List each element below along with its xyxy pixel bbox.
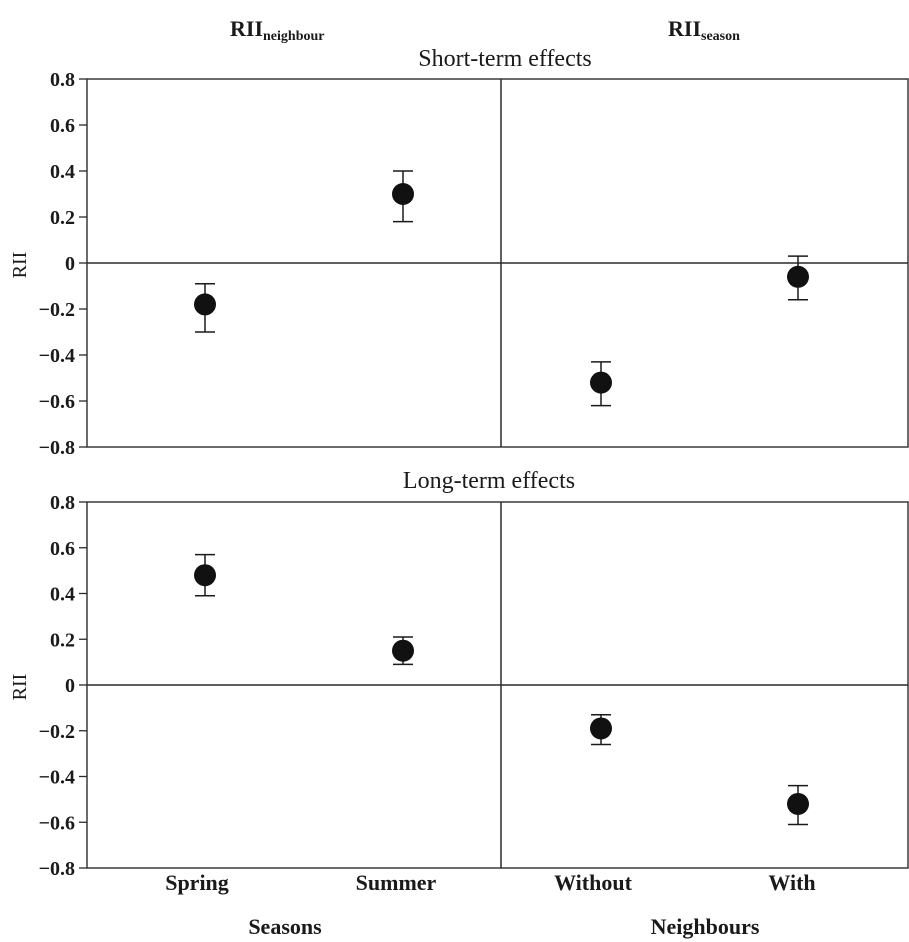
point-marker [392,183,414,205]
y-tick-label: −0.8 [39,437,75,459]
data-point-spring [194,553,216,597]
y-tick-label: −0.8 [39,858,75,880]
y-tick-label: 0.6 [50,538,75,560]
y-ticks-top: 0.8 0.6 0.4 0.2 0 −0.2 −0.4 −0.6 −0.8 [39,69,87,459]
data-point-without [590,713,612,746]
y-tick-label: −0.4 [39,345,75,367]
y-tick-label: 0.4 [50,584,75,606]
y-tick-label: −0.6 [39,812,75,834]
y-tick-label: 0 [65,253,75,275]
x-axis-title-seasons: Seasons [248,914,322,939]
data-point-with [787,784,809,826]
y-tick-label: 0.2 [50,207,75,229]
y-tick-label: −0.2 [39,299,75,321]
data-point-summer [392,170,414,223]
data-point-with [787,255,809,301]
x-label-without: Without [554,870,633,895]
y-tick-label: 0.2 [50,629,75,651]
x-label-spring: Spring [165,870,229,895]
header-right: RIIseason [668,16,740,44]
point-marker [787,265,809,288]
y-ticks-bottom: 0.8 0.6 0.4 0.2 0 −0.2 −0.4 −0.6 −0.8 [39,492,87,880]
point-marker [590,717,612,740]
point-marker [787,792,809,815]
y-tick-label: 0.4 [50,161,75,183]
y-tick-label: −0.4 [39,767,75,789]
point-marker [392,639,414,662]
y-tick-label: 0 [65,675,75,697]
data-points [194,170,809,826]
y-tick-label: −0.2 [39,721,75,743]
y-tick-label: 0.8 [50,69,75,91]
x-axis-title-neighbours: Neighbours [651,914,760,939]
panel-title-short-term: Short-term effects [418,46,592,72]
data-point-spring [194,282,216,333]
data-point-without [590,361,612,407]
y-axis-label-bottom: RII [9,674,31,701]
point-marker [590,371,612,394]
x-label-with: With [768,870,815,895]
x-label-summer: Summer [356,870,437,895]
y-tick-label: −0.6 [39,391,75,413]
header-left: RIIneighbour [230,16,324,44]
panel-title-long-term: Long-term effects [403,468,575,494]
y-tick-label: 0.6 [50,115,75,137]
y-axis-label-top: RII [9,252,31,279]
data-point-summer [392,636,414,666]
point-marker [194,564,216,587]
zero-lines [87,262,908,686]
point-marker [194,293,216,316]
y-tick-label: 0.8 [50,492,75,514]
